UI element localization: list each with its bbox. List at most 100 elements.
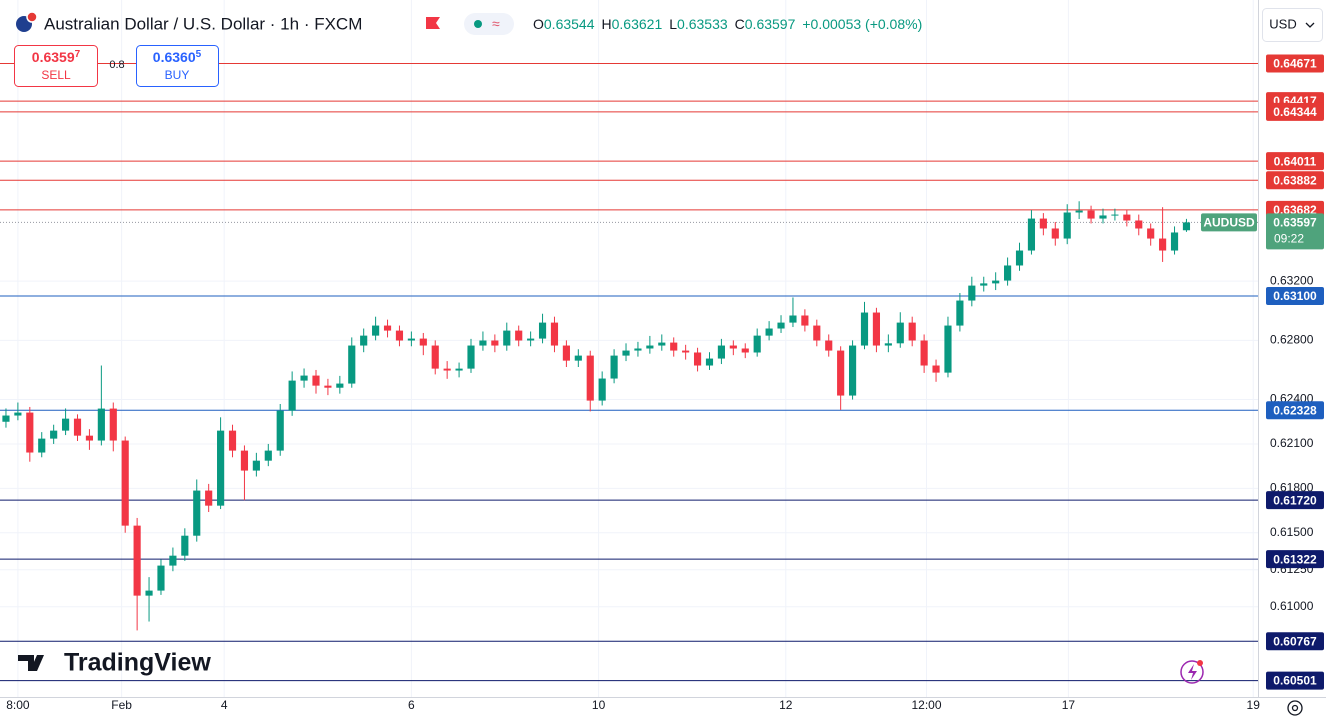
candle-body: [324, 385, 332, 388]
candle-body: [920, 340, 928, 366]
candle-body: [50, 430, 58, 439]
level-label-box: [1266, 671, 1324, 690]
notification-dot: [1197, 660, 1203, 666]
x-tick-label: 8:00: [6, 698, 30, 712]
level-label-box: [1266, 171, 1324, 190]
candle-body: [789, 315, 797, 323]
ohlc-key: C: [735, 16, 745, 32]
candle-body: [1147, 228, 1155, 239]
candle-body: [884, 343, 892, 346]
candle-body: [598, 378, 606, 401]
last-symbol-box: [1201, 213, 1257, 232]
candle-body: [753, 335, 761, 353]
candle-body: [801, 315, 809, 326]
candle-body: [729, 345, 737, 349]
candle-body: [872, 312, 881, 346]
candle-body: [336, 383, 344, 388]
level-label-box: [1266, 632, 1324, 651]
candle-body: [705, 358, 714, 366]
candle-body: [133, 525, 141, 596]
ohlc-value: 0.63544: [544, 16, 595, 32]
grid: [0, 0, 1258, 697]
level-label-box: [1266, 286, 1324, 305]
candle-body: [538, 322, 547, 339]
x-tick-label: 12:00: [911, 698, 941, 712]
y-tick-label: 0.62100: [1270, 436, 1314, 450]
candle-body: [813, 325, 821, 341]
candle-body: [849, 345, 857, 396]
candle-body: [240, 450, 249, 471]
candle-body: [896, 322, 904, 344]
y-tick-label: 0.61800: [1270, 481, 1314, 495]
candle-body: [1027, 218, 1036, 251]
candle-body: [658, 342, 666, 346]
candle-body: [968, 285, 976, 301]
candle-body: [157, 565, 165, 591]
x-tick-label: 19: [1247, 698, 1261, 712]
level-label: 0.60767: [1273, 634, 1317, 648]
candle-body: [443, 368, 451, 371]
ohlc-text: O0.63544 H0.63621 L0.63533 C0.63597 +0.00053…: [533, 16, 922, 32]
candle-body: [26, 412, 34, 453]
candle-body: [1111, 214, 1119, 216]
candle-body: [383, 325, 392, 331]
candle-body: [491, 340, 499, 346]
buy-price: 0.63605: [153, 49, 202, 65]
sell-price-main: 0.6359: [32, 49, 75, 65]
candle-body: [777, 322, 785, 329]
x-tick-label: 4: [221, 698, 228, 712]
y-tick-label: 0.61500: [1270, 525, 1314, 539]
flag-icon: [26, 11, 38, 23]
candle-body: [38, 438, 46, 453]
status-dot: [474, 20, 482, 28]
levels: [0, 62, 1258, 682]
candle-body: [455, 368, 463, 371]
candle-body: [837, 350, 845, 396]
candle-body: [932, 365, 940, 373]
candle-body: [467, 345, 475, 369]
candle-body: [1123, 214, 1131, 221]
candle-body: [1170, 232, 1179, 251]
candle-body: [693, 352, 702, 366]
level-label: 0.60501: [1273, 674, 1317, 688]
candle-body: [527, 338, 535, 341]
flag-marker[interactable]: [426, 17, 440, 29]
candle-body: [1075, 210, 1083, 213]
candle-body: [956, 300, 964, 326]
candle-body: [109, 408, 117, 441]
candle-body: [85, 435, 94, 441]
level-label: 0.64011: [1274, 154, 1317, 168]
candle-body: [217, 430, 225, 506]
candle-body: [348, 345, 356, 384]
candle-body: [515, 330, 523, 341]
axis-labels: 8:00 Feb 4 6 10 12 12:00 17 190.610000.612500.61…: [6, 54, 1324, 712]
currency-button[interactable]: [1262, 8, 1323, 42]
candle-body: [908, 322, 916, 341]
ohlc-key: O: [533, 16, 544, 32]
buy-price-main: 0.6360: [153, 49, 196, 65]
level-label: 0.64671: [1273, 57, 1317, 71]
last-symbol: AUDUSD: [1203, 216, 1255, 230]
status-pill[interactable]: [464, 13, 514, 35]
assistant-icon[interactable]: [1180, 660, 1204, 684]
candle-body: [503, 330, 511, 346]
level-label: 0.63100: [1273, 289, 1317, 303]
candle-body: [586, 355, 594, 401]
candle-body: [646, 345, 654, 349]
ohlc-key: L: [669, 16, 677, 32]
candle-body: [479, 340, 487, 346]
candle-body: [622, 350, 630, 356]
brand-logo: [18, 655, 44, 671]
last-price-box: [1266, 213, 1324, 250]
sell-button[interactable]: [14, 45, 98, 87]
candle-body: [825, 340, 833, 351]
sell-price-pip: 7: [75, 49, 81, 60]
candle-body: [717, 345, 725, 359]
candle-body: [1004, 265, 1012, 281]
sell-price: 0.63597: [32, 49, 81, 65]
settings-icon[interactable]: [1287, 700, 1303, 716]
buy-button[interactable]: [136, 45, 219, 87]
level-label-box: [1266, 550, 1324, 569]
candle-body: [1063, 212, 1071, 239]
candle-body: [169, 555, 177, 566]
